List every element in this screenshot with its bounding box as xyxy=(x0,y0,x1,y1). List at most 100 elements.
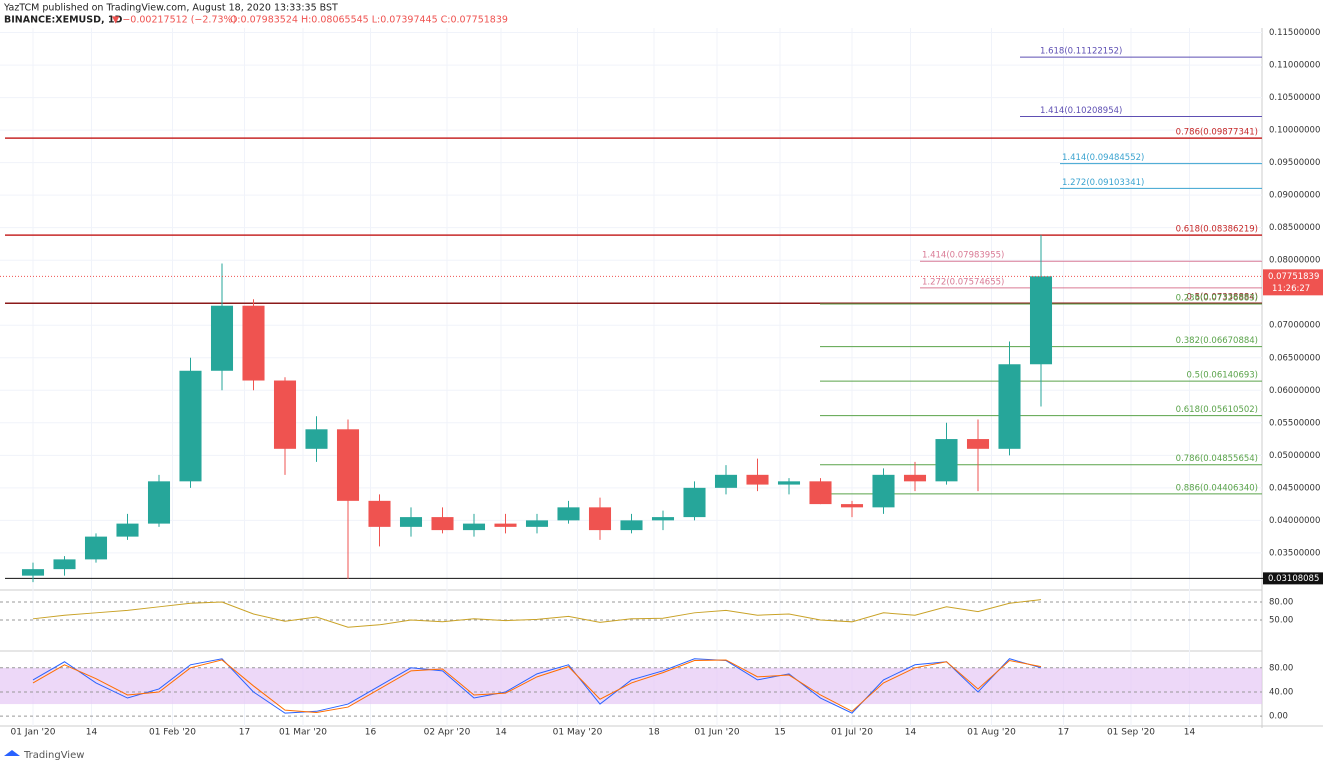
indicator-line xyxy=(32,599,1042,628)
level-label: 1.272(0.09103341) xyxy=(1062,178,1144,188)
x-tick-label: 02 Apr '20 xyxy=(424,728,471,738)
candle-body xyxy=(809,481,832,505)
x-tick-label: 01 Aug '20 xyxy=(967,728,1016,738)
candle-body xyxy=(399,517,423,527)
y-tick-label: 0.07000000 xyxy=(1269,321,1320,331)
candle-body xyxy=(462,523,486,531)
candle-body xyxy=(368,500,391,527)
level-label: 0.618(0.05610502) xyxy=(1176,405,1258,415)
x-tick-label: 17 xyxy=(1058,728,1069,738)
y-tick-label: 50.00 xyxy=(1269,616,1293,626)
y-tick-label: 0.03500000 xyxy=(1269,548,1320,558)
candle-body xyxy=(935,439,958,482)
y-tick-label: 0.00 xyxy=(1269,712,1288,722)
candle-body xyxy=(53,559,76,570)
candle-body xyxy=(116,523,139,537)
y-tick-label: 0.04500000 xyxy=(1269,483,1320,493)
countdown: 11:26:27 xyxy=(1272,284,1310,294)
level-label: 0.236(0.07326883) xyxy=(1176,293,1258,303)
y-tick-label: 0.11500000 xyxy=(1269,28,1320,38)
logo: TradingView xyxy=(4,750,84,761)
change: ▼ −0.00217512 (−2.73%) xyxy=(112,15,236,26)
level-label: 0.786(0.04855654) xyxy=(1176,454,1258,464)
indicator-line xyxy=(32,658,1042,714)
y-tick-label: 0.08000000 xyxy=(1269,256,1320,266)
candle-body xyxy=(966,439,990,449)
ohlc: O:0.07983524 H:0.08065545 L:0.07397445 C… xyxy=(230,15,508,26)
y-tick-label: 0.11000000 xyxy=(1269,61,1320,71)
level-label: 0.618(0.08386219) xyxy=(1176,225,1258,235)
candle-body xyxy=(840,504,864,508)
candle-body xyxy=(21,569,45,576)
y-tick-label: 0.09500000 xyxy=(1269,158,1320,168)
x-tick-label: 18 xyxy=(648,728,660,738)
candle-body xyxy=(998,364,1021,449)
logo-text: TradingView xyxy=(23,750,84,761)
candle-body xyxy=(273,380,297,449)
y-tick-label: 0.05000000 xyxy=(1269,451,1320,461)
level-label: 0.5(0.06140693) xyxy=(1186,371,1258,381)
candle-body xyxy=(557,507,580,521)
y-tick-label: 0.04000000 xyxy=(1269,516,1320,526)
x-tick-label: 01 Jan '20 xyxy=(11,728,56,738)
last-price-box xyxy=(1263,269,1323,296)
candle-body xyxy=(210,305,234,371)
candle-body xyxy=(525,520,549,527)
price-label-box xyxy=(1263,572,1323,585)
candle-body xyxy=(242,305,265,381)
y-tick-label: 0.06000000 xyxy=(1269,386,1320,396)
y-tick-label: 40.00 xyxy=(1269,687,1293,697)
level-label: 0.382(0.06670884) xyxy=(1176,336,1258,346)
candle-body xyxy=(305,429,328,449)
y-tick-label: 0.10500000 xyxy=(1269,93,1320,103)
band xyxy=(0,667,1262,705)
y-tick-label: 0.06500000 xyxy=(1269,353,1320,363)
x-tick-label: 15 xyxy=(774,728,785,738)
candle-body xyxy=(431,517,454,531)
candle-body xyxy=(588,507,612,531)
x-tick-label: 01 May '20 xyxy=(553,728,603,738)
x-tick-label: 14 xyxy=(495,728,507,738)
price-label: 0.03108085 xyxy=(1268,574,1319,584)
candle-body xyxy=(746,474,769,485)
candle-body xyxy=(179,370,202,482)
last-price-label: 0.07751839 xyxy=(1268,272,1319,282)
y-tick-label: 0.05500000 xyxy=(1269,418,1320,428)
candle-body xyxy=(620,520,643,531)
candle-body xyxy=(872,474,895,508)
indicator-line xyxy=(32,659,1042,714)
x-tick-label: 17 xyxy=(239,728,250,738)
level-label: 1.414(0.07983955) xyxy=(922,251,1004,261)
x-tick-label: 01 Jun '20 xyxy=(694,728,739,738)
y-tick-label: 0.10000000 xyxy=(1269,126,1320,136)
level-label: 1.618(0.11122152) xyxy=(1040,47,1122,57)
symbol: BINANCE:XEMUSD, 1D xyxy=(4,15,123,26)
x-tick-label: 01 Sep '20 xyxy=(1107,728,1155,738)
level-label: 1.414(0.10208954) xyxy=(1040,106,1122,116)
x-tick-label: 01 Feb '20 xyxy=(149,728,196,738)
candle-body xyxy=(1029,276,1053,365)
candle-body xyxy=(651,517,675,521)
candle-body xyxy=(683,487,706,518)
level-label: 1.272(0.07574655) xyxy=(922,277,1004,287)
x-tick-label: 14 xyxy=(86,728,98,738)
y-tick-label: 0.09000000 xyxy=(1269,191,1320,201)
candle-body xyxy=(903,474,927,482)
x-tick-label: 01 Jul '20 xyxy=(831,728,873,738)
level-label: 0.886(0.04406340) xyxy=(1176,483,1258,493)
candle-body xyxy=(84,536,108,560)
x-tick-label: 14 xyxy=(1184,728,1196,738)
level-label: 0.5(0.07338884) xyxy=(1186,293,1258,303)
x-tick-label: 14 xyxy=(905,728,917,738)
candle-body xyxy=(777,481,801,485)
x-tick-label: 01 Mar '20 xyxy=(279,728,327,738)
candle-body xyxy=(336,429,360,501)
level-label: 0.786(0.09877341) xyxy=(1176,128,1258,138)
y-tick-label: 80.00 xyxy=(1269,663,1293,673)
candle-body xyxy=(494,523,517,527)
candle-body xyxy=(147,481,171,524)
level-label: 1.414(0.09484552) xyxy=(1062,153,1144,163)
publisher: YazTCM published on TradingView.com, Aug… xyxy=(3,3,338,14)
